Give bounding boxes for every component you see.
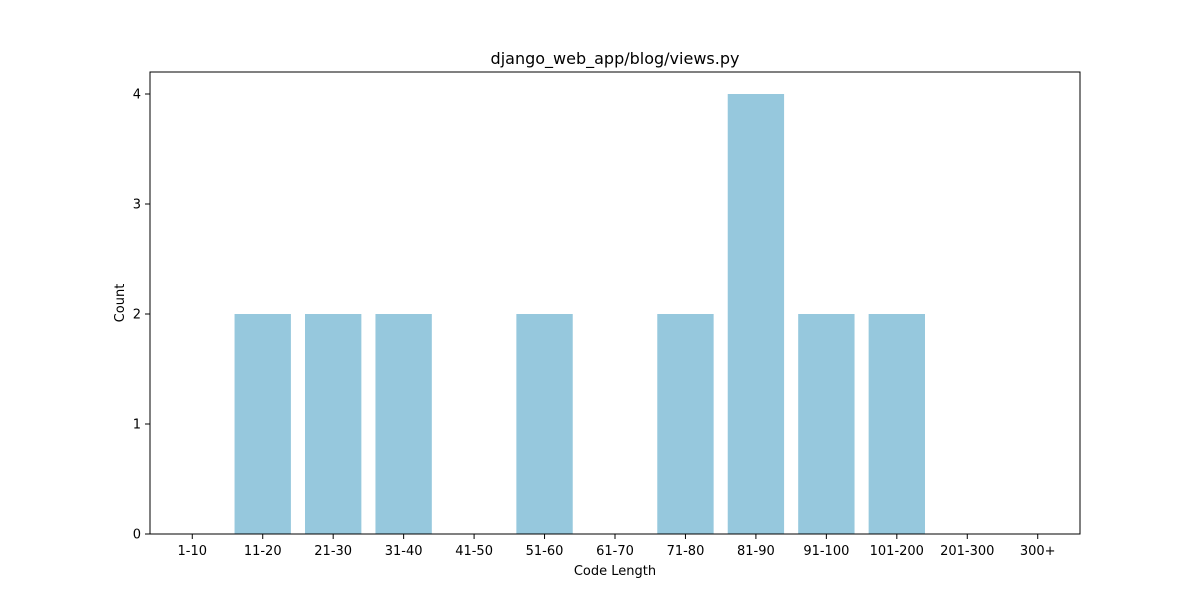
x-tick-label: 51-60 — [526, 544, 564, 559]
y-tick-label: 4 — [133, 88, 141, 103]
bar-81-90 — [727, 94, 785, 534]
x-tick-label: 201-300 — [940, 544, 994, 559]
x-tick-label: 21-30 — [314, 544, 352, 559]
chart-title: django_web_app/blog/views.py — [491, 49, 740, 69]
x-axis-label: Code Length — [574, 564, 656, 579]
bar-21-30 — [305, 314, 362, 534]
y-tick-label: 3 — [133, 198, 141, 213]
bars-layer — [234, 94, 925, 534]
bar-71-80 — [657, 314, 714, 534]
x-tick-label: 61-70 — [596, 544, 634, 559]
plot-frame — [149, 71, 1081, 535]
x-tick-label: 101-200 — [870, 544, 924, 559]
x-axis: 1-10 11-20 21-30 31-40 41-50 51-60 61-70 71-80 8… — [178, 534, 1056, 559]
bar-51-60 — [516, 314, 573, 534]
bar-31-40 — [375, 314, 432, 534]
y-tick-label: 1 — [133, 418, 141, 433]
x-tick-label: 71-80 — [667, 544, 705, 559]
bar-91-100 — [798, 314, 855, 534]
y-tick-label: 2 — [133, 308, 141, 323]
bar-101-200 — [868, 314, 925, 534]
y-tick-label: 0 — [133, 528, 141, 543]
x-tick-label: 91-100 — [803, 544, 849, 559]
bar-11-20 — [234, 314, 291, 534]
x-tick-label: 1-10 — [178, 544, 208, 559]
x-tick-label: 41-50 — [455, 544, 493, 559]
x-tick-label: 31-40 — [385, 544, 423, 559]
y-axis: 0 1 2 3 4 — [133, 88, 150, 543]
x-tick-label: 300+ — [1020, 544, 1056, 559]
y-axis-label: Count — [113, 284, 128, 323]
x-tick-label: 81-90 — [737, 544, 775, 559]
x-tick-label: 11-20 — [244, 544, 282, 559]
